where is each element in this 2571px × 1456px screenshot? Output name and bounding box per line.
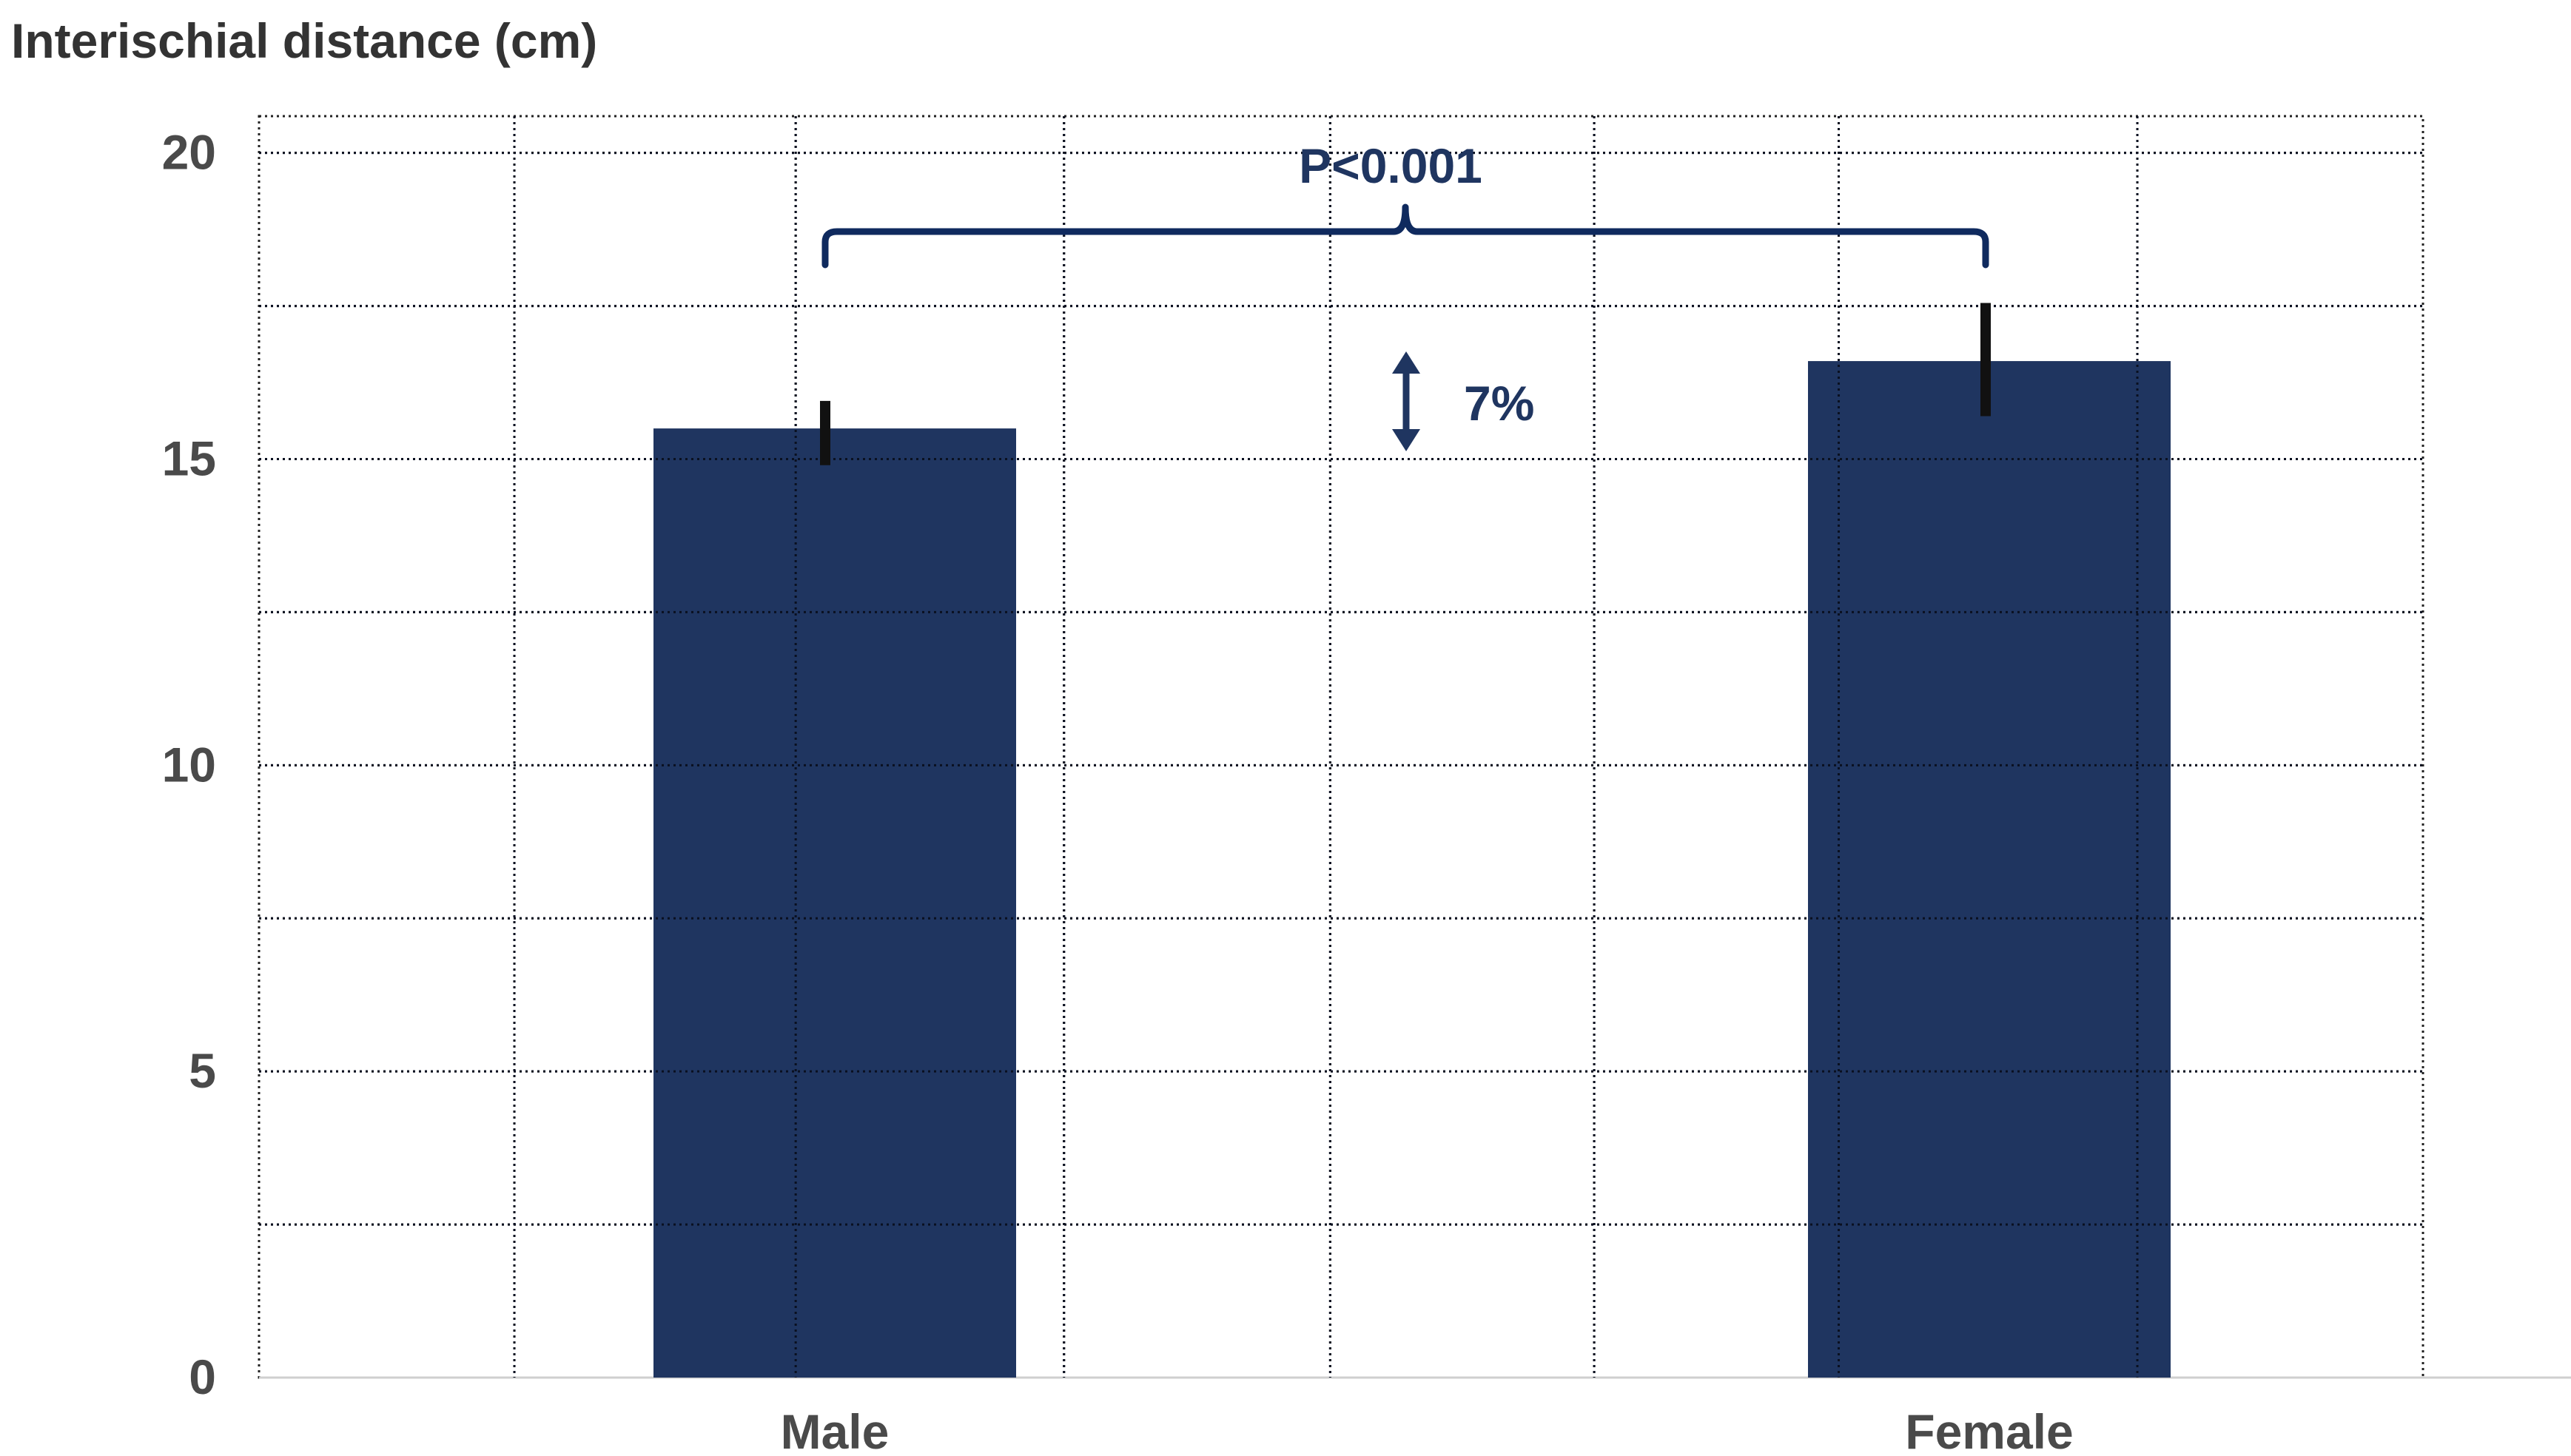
x-tick-labels: Male Female [781, 1404, 2074, 1456]
plot-frame [258, 115, 2571, 1379]
y-tick-label: 5 [189, 1043, 216, 1098]
y-tick-label: 15 [162, 431, 216, 485]
y-tick-label: 0 [189, 1349, 216, 1404]
bar-female [1808, 361, 2171, 1378]
x-tick-label-male: Male [781, 1404, 890, 1456]
difference-annotation: 7% [1392, 351, 1534, 451]
error-bars [820, 303, 1991, 465]
arrow-head-down [1392, 429, 1420, 451]
significance-bracket [821, 203, 1989, 269]
p-value-label: P<0.001 [1299, 138, 1482, 193]
significance-annotation: P<0.001 [821, 138, 1989, 269]
difference-label: 7% [1464, 376, 1534, 431]
double-arrow-icon [1392, 351, 1420, 451]
y-tick-label: 20 [162, 125, 216, 180]
bar-male [653, 428, 1016, 1378]
y-axis-title: Interischial distance (cm) [11, 13, 597, 68]
x-tick-label-female: Female [1905, 1404, 2073, 1456]
arrow-head-up [1392, 351, 1420, 374]
y-tick-label: 10 [162, 737, 216, 792]
y-tick-labels: 0 5 10 15 20 [162, 125, 216, 1404]
bars [259, 116, 2423, 1378]
